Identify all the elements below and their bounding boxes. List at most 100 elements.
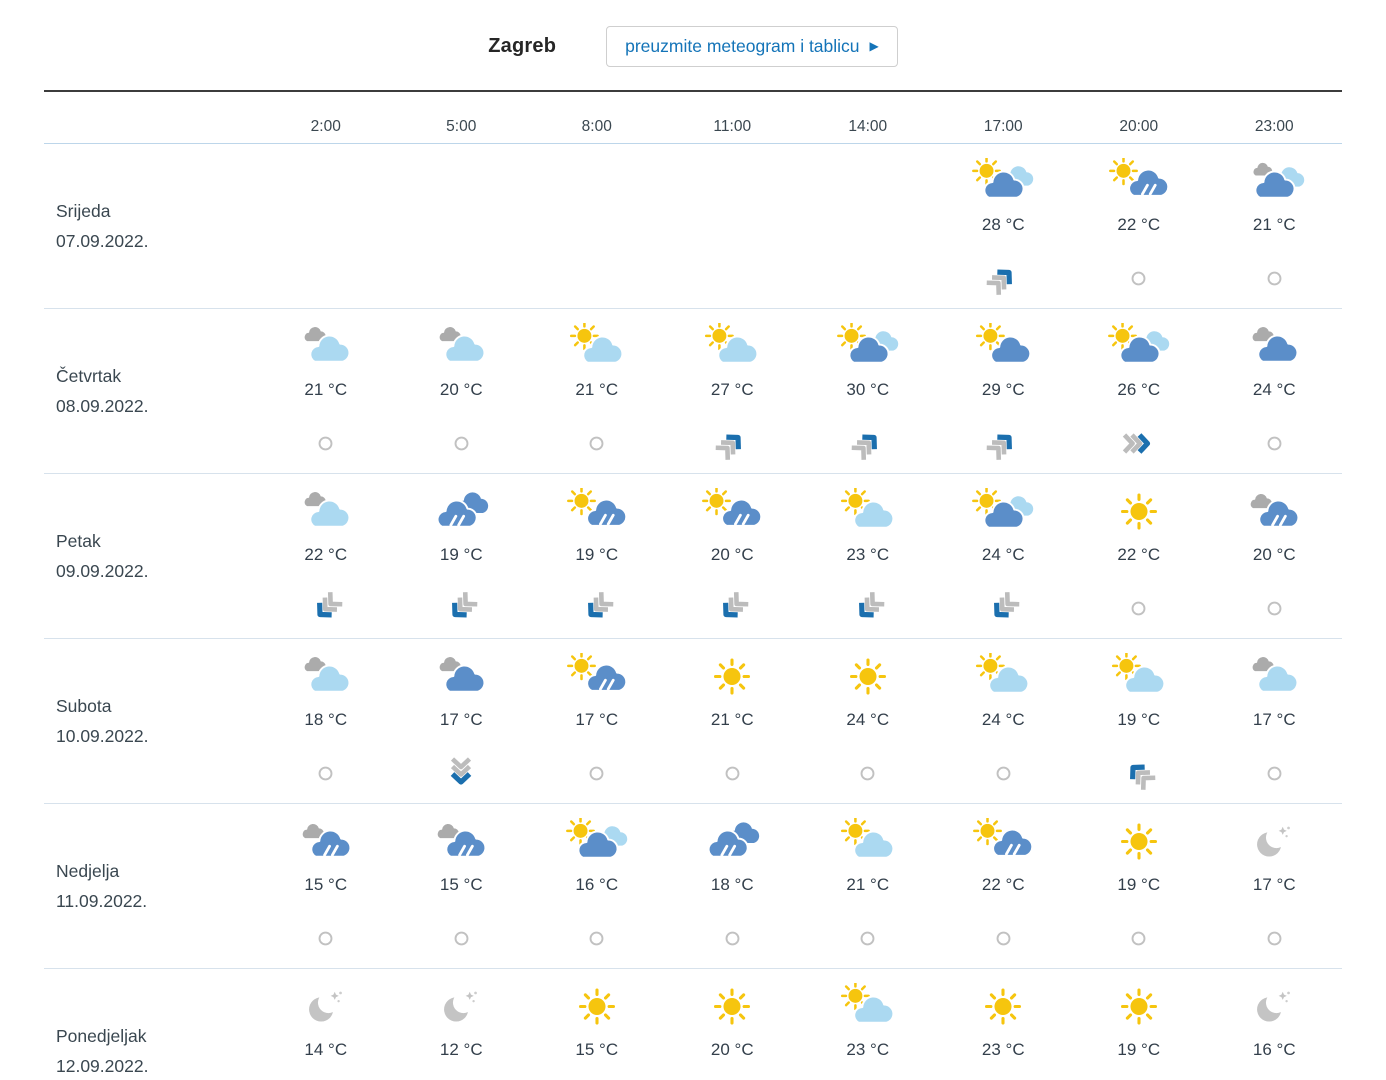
graycloud-bluecloud-icon: [1252, 326, 1299, 363]
temperature: 18 °C: [710, 875, 754, 894]
weather-icon-slot: [972, 486, 1034, 536]
moon-stars-icon: [1257, 991, 1291, 1022]
wind-e-icon: [1122, 432, 1150, 454]
forecast-cell: 20 °C: [1207, 474, 1343, 638]
sun-raincloud-icon: [566, 652, 627, 692]
day-column-spacer: [44, 92, 258, 143]
forecast-cell: [529, 144, 665, 308]
forecast-cell: 15 °C: [394, 804, 530, 968]
weather-icon-slot: [430, 981, 492, 1031]
day-label: Nedjelja 11.09.2022.: [44, 804, 258, 968]
day-date: 08.09.2022.: [56, 396, 149, 416]
weather-icon-slot: [701, 981, 763, 1031]
wind-icon-slot: [858, 753, 877, 793]
forecast-cell: 29 °C: [936, 309, 1072, 473]
sun-lightcloud-icon: [976, 652, 1030, 694]
time-header: 5:00: [446, 118, 477, 135]
temperature: 20 °C: [710, 545, 754, 564]
moon-stars-icon: [308, 991, 342, 1022]
temperature: 23 °C: [981, 1040, 1025, 1059]
weather-icon-slot: [430, 486, 492, 536]
wind-nw-icon: [1129, 764, 1156, 790]
temperature: 20 °C: [1252, 545, 1296, 564]
forecast-cell: 17 °C: [1207, 639, 1343, 803]
sun-icon: [1120, 492, 1157, 530]
sun-raincloud-icon: [1108, 157, 1169, 197]
temperature: 21 °C: [575, 380, 619, 399]
temperature: 22 °C: [981, 875, 1025, 894]
sun-lightcloud-icon: [840, 982, 895, 1024]
forecast-cell: 21 °C: [800, 804, 936, 968]
wind-icon-slot: [580, 588, 614, 628]
time-header-row: 2:00 5:00 8:00 11:00 14:00 17:00 20:00 2…: [44, 92, 1342, 144]
wind-icon-slot: [587, 918, 606, 958]
forecast-cell: 23 °C: [800, 474, 936, 638]
sun-bluecloud-lightcloud-icon: [972, 157, 1034, 199]
sun-raincloud-icon: [702, 487, 763, 527]
download-meteogram-button[interactable]: preuzmite meteogram i tablicu ▶: [606, 25, 898, 67]
wind-calm-icon: [996, 931, 1011, 945]
weather-icon-slot: [295, 321, 357, 371]
temperature: 24 °C: [981, 545, 1025, 564]
temperature: 24 °C: [1252, 380, 1296, 399]
forecast-table: 2:00 5:00 8:00 11:00 14:00 17:00 20:00 2…: [44, 90, 1342, 1080]
weather-icon-slot: [1108, 816, 1170, 866]
weather-icon-slot: [295, 486, 357, 536]
forecast-cell: 21 °C: [665, 639, 801, 803]
sun-icon: [1120, 822, 1157, 860]
forecast-cell: 15 °C: [258, 804, 394, 968]
wind-sw-icon: [452, 591, 478, 617]
day-date: 11.09.2022.: [56, 891, 148, 911]
wind-calm-icon: [1267, 931, 1282, 945]
wind-icon-slot: [444, 588, 478, 628]
forecast-day-row: Petak 09.09.2022. 22 °C 19 °C 19 °C 20 °…: [44, 474, 1342, 639]
day-label: Srijeda 07.09.2022.: [44, 144, 258, 308]
weather-icon-slot: [566, 486, 628, 536]
weather-icon-slot: [972, 981, 1034, 1031]
forecast-cell: 17 °C: [394, 639, 530, 803]
weather-icon-slot: [566, 981, 628, 1031]
weather-icon-slot: [1243, 981, 1305, 1031]
wind-sw-icon: [587, 591, 614, 617]
forecast-cell: 19 °C: [1071, 639, 1207, 803]
wind-sw-icon: [994, 591, 1020, 617]
wind-calm-icon: [860, 766, 875, 780]
day-date: 07.09.2022.: [56, 231, 149, 251]
wind-sw-icon: [316, 591, 343, 617]
time-header: 23:00: [1254, 118, 1294, 135]
weather-icon-slot: [1108, 156, 1170, 206]
weather-icon-slot: [295, 981, 357, 1031]
time-header: 20:00: [1119, 118, 1159, 135]
wind-icon-slot: [1265, 588, 1284, 628]
temperature: 20 °C: [439, 380, 483, 399]
sun-icon: [985, 987, 1022, 1025]
day-label: Petak 09.09.2022.: [44, 474, 258, 638]
forecast-cell: 22 °C: [1071, 474, 1207, 638]
day-name: Četvrtak: [56, 366, 122, 386]
sun-raincloud-icon: [973, 817, 1034, 857]
forecast-day-row: Subota 10.09.2022. 18 °C 17 °C 17 °C 21 …: [44, 639, 1342, 804]
wind-sw-icon: [858, 591, 885, 617]
forecast-day-row: Nedjelja 11.09.2022. 15 °C 15 °C 16 °C 1…: [44, 804, 1342, 969]
wind-icon-slot: [723, 753, 742, 793]
sun-lightcloud-icon: [569, 322, 624, 364]
forecast-cell: 18 °C: [665, 804, 801, 968]
day-name: Srijeda: [56, 201, 111, 221]
temperature: 15 °C: [439, 875, 483, 894]
temperature: 24 °C: [846, 710, 890, 729]
sun-lightcloud-icon: [1111, 652, 1166, 694]
temperature: 21 °C: [304, 380, 348, 399]
wind-icon-slot: [723, 918, 742, 958]
raincloud-bluecloud-icon: [707, 821, 760, 858]
forecast-cell: 30 °C: [800, 309, 936, 473]
temperature: 17 °C: [1252, 710, 1296, 729]
day-name: Nedjelja: [56, 861, 120, 881]
temperature: 21 °C: [1252, 215, 1296, 234]
temperature: 15 °C: [304, 875, 348, 894]
temperature: 17 °C: [1252, 875, 1296, 894]
temperature: 24 °C: [981, 710, 1025, 729]
wind-icon-slot: [1265, 423, 1284, 463]
sun-raincloud-icon: [566, 487, 627, 527]
temperature: 29 °C: [981, 380, 1025, 399]
